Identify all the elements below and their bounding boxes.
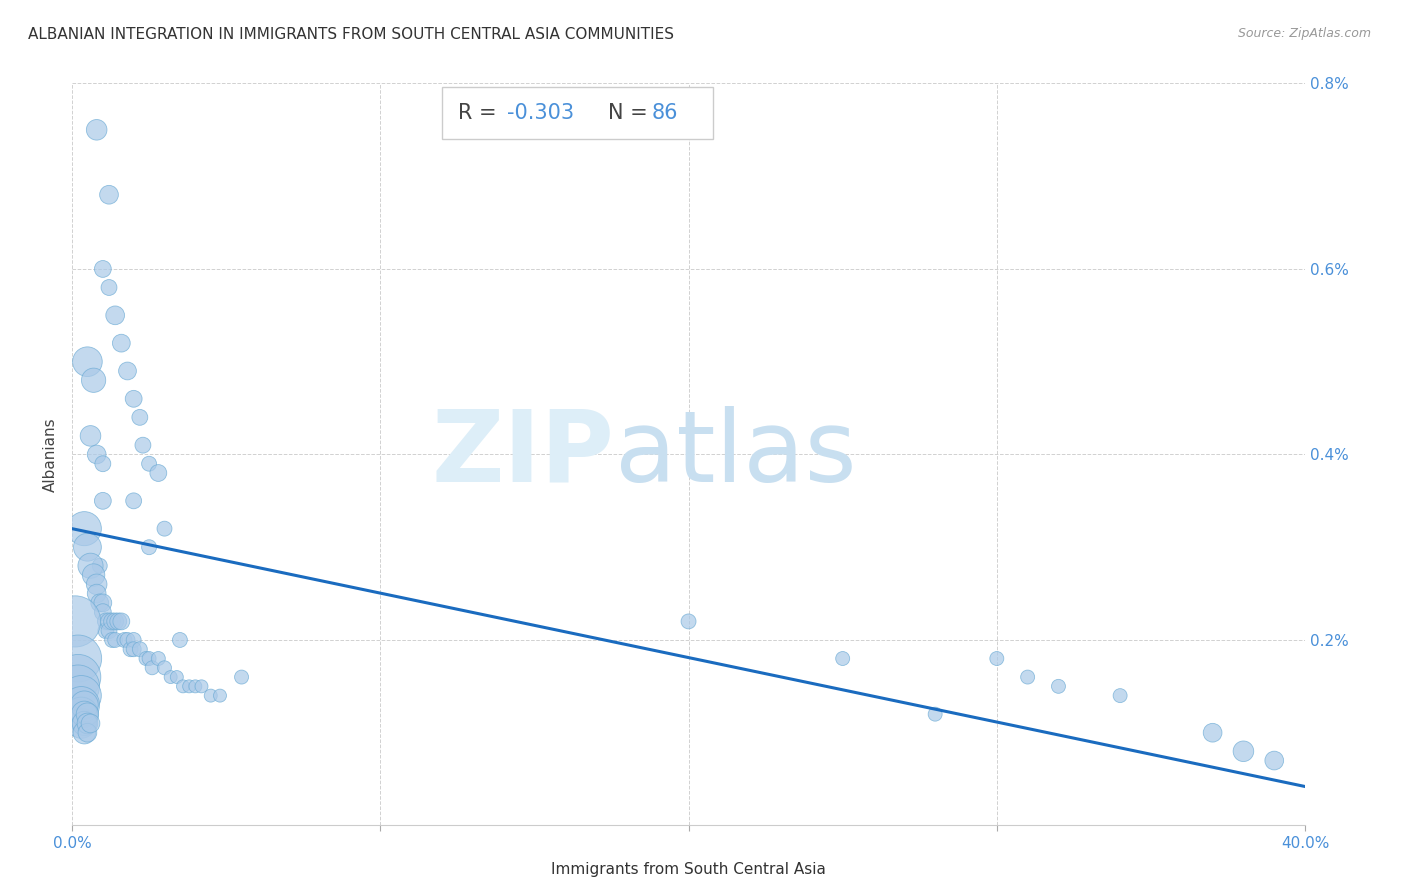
Point <box>117 364 139 378</box>
Point <box>107 615 129 629</box>
Point <box>67 651 90 665</box>
Point <box>122 632 145 647</box>
Point <box>73 725 96 739</box>
Text: ALBANIAN INTEGRATION IN IMMIGRANTS FROM SOUTH CENTRAL ASIA COMMUNITIES: ALBANIAN INTEGRATION IN IMMIGRANTS FROM … <box>28 27 673 42</box>
Point <box>67 670 90 684</box>
Point <box>98 624 121 638</box>
Point <box>73 522 96 536</box>
Point <box>73 716 96 731</box>
Point <box>98 187 121 202</box>
Point <box>1201 725 1223 739</box>
Point <box>104 632 127 647</box>
Point <box>79 429 101 443</box>
Point <box>104 615 127 629</box>
Point <box>122 642 145 657</box>
Point <box>91 457 114 471</box>
Point <box>190 679 212 693</box>
Point <box>91 493 114 508</box>
Point <box>86 586 108 600</box>
Point <box>91 596 114 610</box>
Point <box>104 309 127 323</box>
Point <box>76 716 98 731</box>
Point <box>76 540 98 554</box>
Point <box>83 373 105 387</box>
FancyBboxPatch shape <box>441 87 713 139</box>
Point <box>70 707 93 722</box>
Point <box>63 615 86 629</box>
Point <box>101 615 124 629</box>
Point <box>132 438 155 452</box>
Point <box>98 280 121 294</box>
Text: 86: 86 <box>651 103 678 123</box>
Point <box>128 410 150 425</box>
Point <box>122 392 145 406</box>
Text: N =: N = <box>609 103 655 123</box>
Point <box>153 522 176 536</box>
Point <box>110 336 132 351</box>
Text: ZIP: ZIP <box>432 406 614 503</box>
Point <box>986 651 1008 665</box>
Point <box>89 558 111 573</box>
Point <box>141 661 163 675</box>
Point <box>76 707 98 722</box>
Point <box>1047 679 1070 693</box>
Point <box>184 679 207 693</box>
Point <box>1232 744 1254 758</box>
Point <box>200 689 222 703</box>
Point <box>172 679 194 693</box>
Point <box>86 123 108 137</box>
Point <box>112 632 135 647</box>
Point <box>73 698 96 712</box>
Text: R =: R = <box>458 103 503 123</box>
Point <box>159 670 181 684</box>
Point <box>91 605 114 619</box>
Point <box>179 679 201 693</box>
Point <box>110 615 132 629</box>
Point <box>135 651 157 665</box>
Point <box>208 689 231 703</box>
Point <box>91 262 114 277</box>
Point <box>70 716 93 731</box>
Point <box>231 670 253 684</box>
Point <box>86 577 108 591</box>
Point <box>117 632 139 647</box>
Point <box>153 661 176 675</box>
Point <box>94 615 117 629</box>
Point <box>169 632 191 647</box>
Point <box>79 558 101 573</box>
Point <box>67 679 90 693</box>
Text: -0.303: -0.303 <box>508 103 575 123</box>
Point <box>79 716 101 731</box>
X-axis label: Immigrants from South Central Asia: Immigrants from South Central Asia <box>551 862 825 877</box>
Point <box>76 354 98 368</box>
Point <box>70 698 93 712</box>
Point <box>1109 689 1132 703</box>
Point <box>138 540 160 554</box>
Point <box>831 651 853 665</box>
Point <box>138 457 160 471</box>
Point <box>122 493 145 508</box>
Point <box>76 725 98 739</box>
Point <box>83 568 105 582</box>
Point <box>128 642 150 657</box>
Y-axis label: Albanians: Albanians <box>44 417 58 491</box>
Point <box>120 642 142 657</box>
Point <box>166 670 188 684</box>
Point <box>101 632 124 647</box>
Point <box>98 615 121 629</box>
Text: atlas: atlas <box>614 406 856 503</box>
Point <box>94 624 117 638</box>
Point <box>138 651 160 665</box>
Point <box>73 707 96 722</box>
Point <box>1017 670 1039 684</box>
Point <box>89 596 111 610</box>
Point <box>924 707 946 722</box>
Point <box>148 651 170 665</box>
Point <box>148 466 170 480</box>
Point <box>678 615 700 629</box>
Point <box>70 689 93 703</box>
Text: Source: ZipAtlas.com: Source: ZipAtlas.com <box>1237 27 1371 40</box>
Point <box>1263 754 1285 768</box>
Point <box>86 447 108 461</box>
